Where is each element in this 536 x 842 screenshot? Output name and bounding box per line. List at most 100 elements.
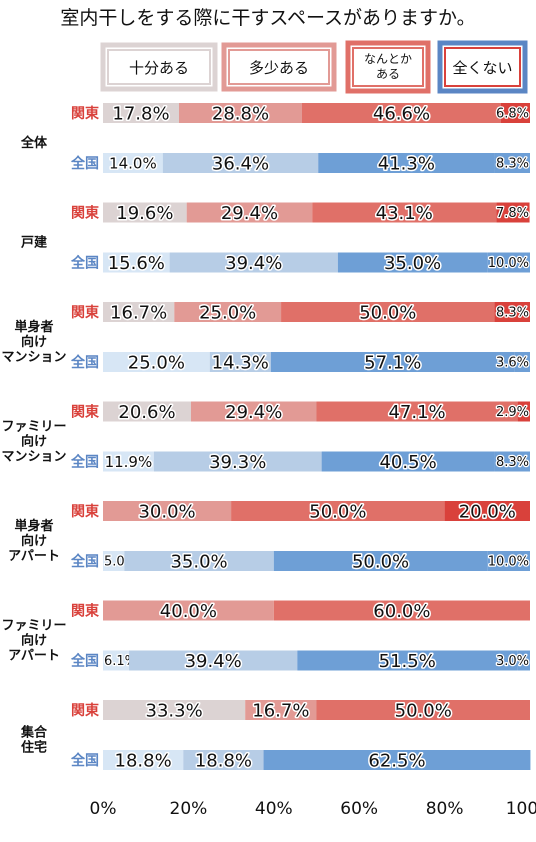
bar-segment	[444, 501, 530, 521]
group-2: 戸建 関東 19.6% 29.4% 43.1% 7.8% 全国 15.6% 39.4% 35.0%…	[21, 201, 530, 275]
row-全国: 全国 11.9% 39.3% 40.5% 8.3%	[70, 450, 530, 474]
data-label: 10.0%	[488, 256, 529, 271]
legend-item-1: 十分ある	[100, 42, 218, 92]
data-label: 30.0%	[138, 501, 195, 522]
data-label: 16.7%	[252, 700, 309, 721]
data-label: 36.4%	[212, 153, 269, 174]
bar-segment	[245, 700, 317, 720]
category-label: マンション	[1, 450, 66, 465]
data-label: 50.0%	[309, 501, 366, 522]
bar-segment	[103, 600, 274, 621]
row-全国: 全国 15.6% 39.4% 35.0% 10.0%	[70, 251, 530, 275]
bar-segment	[186, 202, 313, 223]
bar-segment	[316, 700, 530, 720]
data-label: 43.1%	[376, 203, 433, 224]
legend-label: ある	[376, 67, 400, 81]
data-label: 57.1%	[364, 352, 421, 373]
data-label: 62.5%	[368, 750, 425, 771]
data-label: 29.4%	[225, 402, 282, 423]
legend-box-inner	[107, 49, 211, 85]
row-全国: 全国 6.1% 39.4% 51.5% 3.0%	[70, 649, 530, 673]
bar-segment	[494, 302, 530, 322]
data-label: 28.8%	[212, 103, 269, 124]
bar-segment	[281, 302, 495, 322]
region-label: 関東	[71, 304, 99, 321]
legend-label: 全くない	[452, 59, 512, 77]
bar-segment	[487, 551, 530, 571]
bar-segment	[263, 750, 531, 770]
bar-segment	[321, 451, 495, 472]
data-label: 39.4%	[225, 253, 282, 274]
bar-segment	[297, 650, 518, 671]
x-tick-label: 20%	[170, 799, 208, 819]
x-tick-label: 60%	[340, 799, 378, 819]
data-label: 25.0%	[128, 352, 185, 373]
x-axis: 0% 20% 40% 60% 80% 100%	[90, 799, 536, 819]
bar-segment	[316, 401, 518, 422]
data-label: 46.6%	[373, 103, 430, 124]
bar-segment	[273, 551, 488, 571]
bar-segment	[103, 202, 187, 223]
bar-segment	[103, 401, 191, 422]
bar-segment	[103, 153, 163, 173]
data-label: 10.0%	[488, 555, 529, 570]
data-label: 20.0%	[459, 501, 516, 522]
bar-segment	[496, 202, 530, 223]
bar-segment	[273, 600, 530, 621]
row-全国: 全国 18.8% 18.8% 62.5%	[70, 749, 531, 773]
category-label: アパート	[8, 549, 60, 564]
region-label: 全国	[70, 255, 99, 272]
legend-label: 多少ある	[249, 59, 309, 77]
category-label: 向け	[21, 633, 47, 649]
bar-segment	[162, 153, 319, 173]
bar-segment	[169, 252, 338, 273]
category-label: 全体	[20, 135, 48, 151]
region-label: 関東	[71, 404, 99, 421]
category-label: マンション	[1, 350, 66, 365]
bar-segment	[103, 551, 125, 571]
row-関東: 関東 17.8% 28.8% 46.6% 6.8%	[71, 102, 530, 126]
data-label: 18.8%	[115, 750, 172, 771]
data-label: 40.0%	[160, 601, 217, 622]
row-全国: 全国 14.0% 36.4% 41.3% 8.3%	[70, 152, 530, 176]
bar-segment	[103, 103, 180, 123]
legend-item-2: 多少ある	[221, 42, 337, 92]
category-label: 単身者	[14, 518, 53, 534]
data-label: 20.6%	[118, 402, 175, 423]
region-label: 全国	[70, 653, 99, 670]
legend-box-inner	[352, 47, 424, 87]
data-label: 14.3%	[212, 352, 269, 373]
category-label: 向け	[21, 434, 47, 450]
region-label: 全国	[70, 553, 99, 570]
data-label: 39.4%	[185, 651, 242, 672]
bar-segment	[209, 352, 271, 372]
bar-segment	[487, 252, 530, 273]
data-label: 3.6%	[496, 356, 529, 371]
region-label: 関東	[71, 105, 99, 122]
data-label: 8.3%	[496, 157, 529, 172]
data-label: 41.3%	[378, 153, 435, 174]
bar-segment	[103, 302, 175, 322]
x-tick-label: 0%	[90, 799, 117, 819]
bar-segment	[183, 750, 264, 770]
data-label: 33.3%	[146, 700, 203, 721]
data-label: 14.0%	[109, 154, 157, 172]
bar-segment	[500, 103, 530, 123]
region-label: 関東	[71, 503, 99, 520]
data-label: 50.0%	[359, 302, 416, 323]
legend-box-inner	[228, 49, 330, 85]
bar-segment	[103, 252, 170, 273]
category-label: 向け	[21, 334, 47, 350]
bar-segment	[337, 252, 488, 273]
region-label: 関東	[71, 603, 99, 620]
data-label: 18.8%	[195, 750, 252, 771]
bar-segment	[179, 103, 302, 123]
bar-segment	[103, 501, 232, 521]
bar-segment	[270, 352, 515, 372]
